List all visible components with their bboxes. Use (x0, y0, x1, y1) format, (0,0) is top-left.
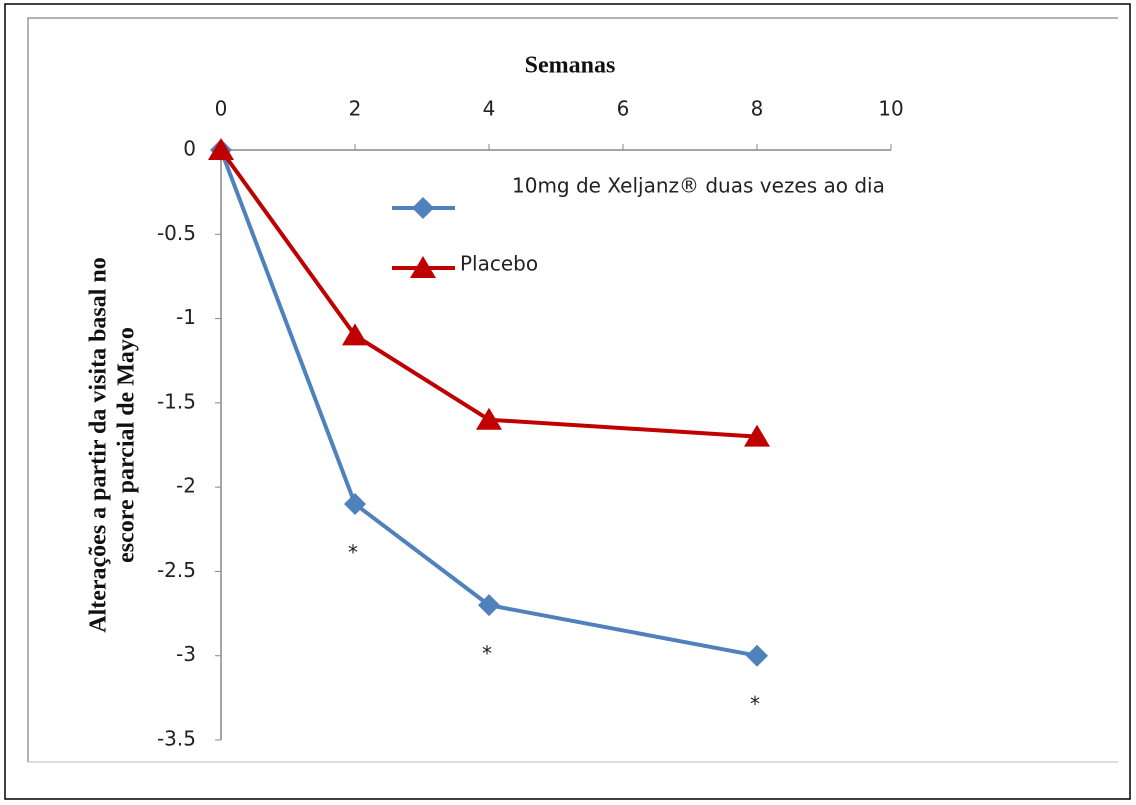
legend-label: Placebo (460, 252, 538, 276)
x-tick-label: 10 (878, 97, 903, 121)
marker-triangle (208, 138, 234, 160)
annotation: * (348, 541, 358, 565)
inner-frame (27, 17, 1118, 762)
marker-triangle (342, 323, 368, 346)
y-axis-label: escore parcial de Mayo (114, 327, 140, 563)
y-tick-label: -3 (176, 642, 196, 666)
marker-triangle (476, 407, 502, 430)
y-tick-label: -1 (176, 305, 196, 329)
marker-diamond (344, 493, 366, 515)
marker-triangle (410, 256, 436, 278)
marker-triangle (744, 424, 770, 447)
x-tick-label: 2 (349, 97, 362, 121)
annotation: * (750, 692, 760, 716)
y-tick-label: 0 (183, 137, 196, 161)
x-tick-label: 0 (215, 97, 228, 121)
y-axis-label: Alterações a partir da visita basal no (86, 257, 112, 633)
y-tick-label: -2 (176, 474, 196, 498)
marker-diamond (412, 197, 434, 219)
x-tick-label: 8 (751, 97, 764, 121)
series-line (219, 148, 758, 439)
series-line (219, 149, 758, 658)
outer-border (4, 3, 1131, 800)
x-tick-label: 4 (483, 97, 496, 121)
annotation: * (482, 642, 492, 666)
y-tick-label: -1.5 (157, 389, 196, 413)
x-axis-label: Semanas (525, 53, 616, 79)
y-tick-label: -3.5 (157, 727, 196, 751)
x-tick-label: 6 (617, 97, 630, 121)
y-tick-label: -0.5 (157, 221, 196, 245)
y-axis-label-group: Alterações a partir da visita basal no e… (86, 257, 140, 633)
legend-label: 10mg de Xeljanz® duas vezes ao dia (512, 174, 885, 198)
y-tick-label: -2.5 (157, 558, 196, 582)
marker-diamond (478, 594, 500, 617)
marker-diamond (746, 644, 768, 667)
